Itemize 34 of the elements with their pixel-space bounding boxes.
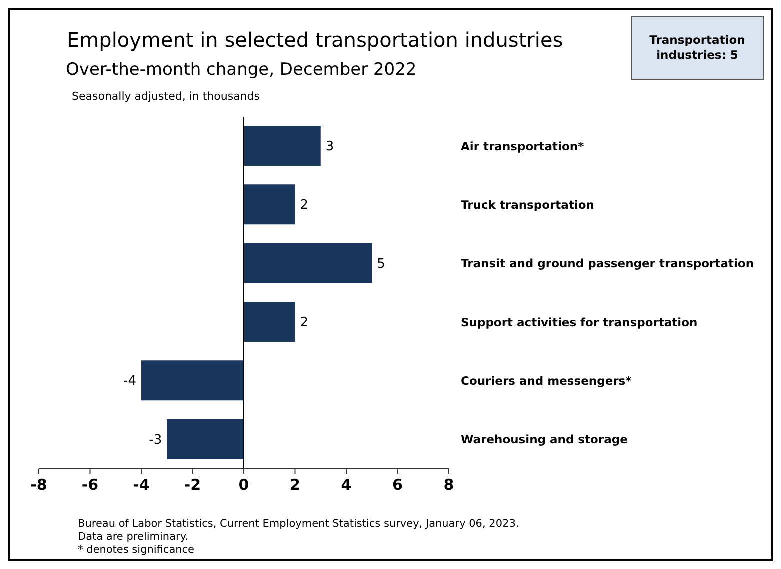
x-tick-label: 4 (341, 476, 352, 494)
text: Data are preliminary. (78, 531, 190, 544)
x-tick-label: 6 (392, 476, 403, 494)
chart-subtitle: Over-the-month change, December 2022 (66, 60, 417, 80)
y-tick-label: Transit and ground passenger transportation (461, 256, 754, 271)
bar (142, 360, 244, 401)
data-label: 5 (377, 256, 386, 272)
text: Seasonally adjusted, in thousands (72, 90, 260, 103)
bar (244, 184, 296, 225)
data-label: 3 (326, 140, 334, 155)
data-label: -3 (149, 432, 162, 448)
y-tick-label: Air transportation* (461, 139, 584, 154)
x-tick-label: 2 (290, 476, 300, 494)
bar (244, 126, 321, 166)
bar (244, 243, 372, 284)
x-tick-label: -2 (184, 476, 202, 494)
x-tick-label: -4 (133, 476, 150, 494)
x-tick-label: -8 (30, 476, 48, 494)
chart-title: Employment in selected transportation industries (67, 28, 564, 52)
data-label: 2 (300, 198, 309, 214)
y-tick-label: Support activities for transportation (461, 315, 698, 330)
x-tick-label: -6 (82, 476, 99, 494)
text: * denotes significance (78, 544, 196, 557)
x-tick-label: 8 (444, 476, 454, 494)
bar (244, 302, 296, 342)
bar (167, 419, 244, 460)
y-tick-label: Truck transportation (461, 198, 594, 212)
text: Transportation industries: 5 (631, 16, 764, 80)
y-tick-label: Couriers and messengers* (461, 374, 632, 388)
x-tick-label: 0 (238, 476, 250, 494)
data-label: -4 (124, 374, 136, 390)
text: Bureau of Labor Statistics, Current Employment Statistics survey, January 06, 2023. (78, 518, 520, 531)
data-label: 2 (300, 316, 309, 331)
y-tick-label: Warehousing and storage (461, 432, 628, 447)
